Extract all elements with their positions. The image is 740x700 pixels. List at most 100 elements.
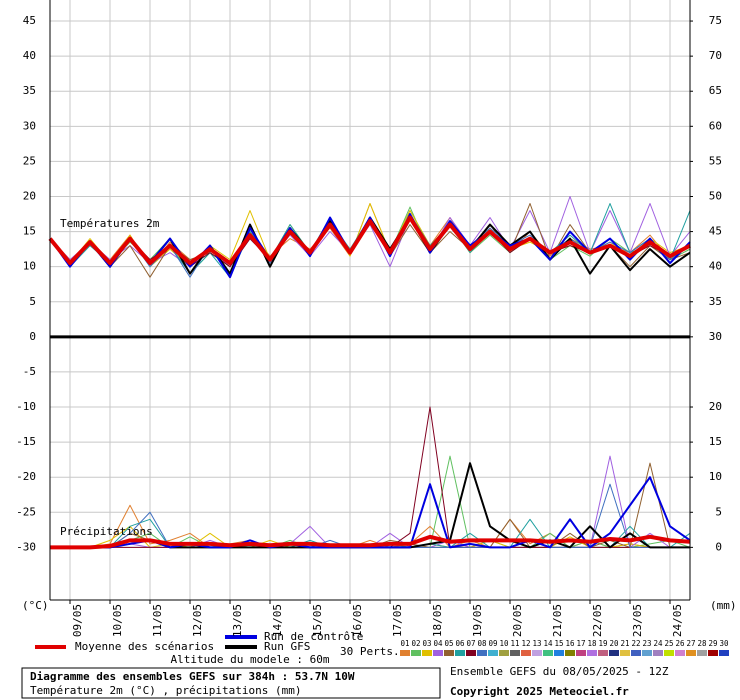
- x-tick-label: 20/05: [511, 604, 524, 637]
- y2-tick-label: 5: [715, 505, 722, 518]
- x-tick-label: 19/05: [471, 604, 484, 637]
- perturbation-swatch: [675, 650, 685, 656]
- perturbation-name: 19: [598, 639, 607, 648]
- altitude: Altitude du modele : 60m: [171, 653, 330, 666]
- perturbation-name: 02: [411, 639, 420, 648]
- perturbation-swatch: [499, 650, 509, 656]
- chart-subtitle: Température 2m (°C) , précipitations (mm…: [30, 684, 302, 697]
- title-box: [21, 667, 441, 699]
- perturbation-name: 27: [686, 639, 695, 648]
- x-tick-label: 12/05: [191, 604, 204, 637]
- perturbation-swatch: [598, 650, 608, 656]
- panel-label: Précipitations: [60, 525, 153, 538]
- y-tick-label: -15: [16, 435, 36, 448]
- y2-tick-label: 35: [709, 295, 722, 308]
- perturbation-name: 04: [433, 639, 443, 648]
- y-tick-label: 0: [29, 330, 36, 343]
- y2-tick-label: 0: [715, 540, 722, 553]
- y-tick-label: 30: [23, 119, 36, 132]
- perturbation-swatch: [477, 650, 487, 656]
- y-tick-label: 15: [23, 225, 36, 238]
- y2-tick-label: 15: [709, 435, 722, 448]
- perturbation-name: 24: [653, 639, 663, 648]
- perturbation-swatch: [686, 650, 696, 656]
- perturbation-name: 01: [400, 639, 409, 648]
- perturbation-name: 25: [664, 639, 673, 648]
- x-tick-label: 21/05: [551, 604, 564, 637]
- x-tick-label: 16/05: [351, 604, 364, 637]
- perturbation-name: 23: [642, 639, 651, 648]
- perturbation-swatch: [708, 650, 718, 656]
- x-tick-label: 17/05: [391, 604, 404, 637]
- perturbation-name: 21: [620, 639, 629, 648]
- y-tick-label: -20: [16, 470, 36, 483]
- perturbation-name: 30: [719, 639, 729, 648]
- panel-label: Températures 2m: [60, 217, 160, 230]
- x-tick-label: 22/05: [591, 604, 604, 637]
- perturbation-swatch: [411, 650, 421, 656]
- perturbation-swatch: [510, 650, 520, 656]
- perturbation-name: 29: [708, 639, 717, 648]
- perturbation-swatch: [532, 650, 542, 656]
- perturbation-legend: 01 02 03 04 05 06 07 08 09 10 11 12 13 14 15 16 17 18 19 20…: [400, 639, 729, 656]
- perturbation-name: 07: [466, 639, 475, 648]
- precipitation-line: [50, 534, 691, 550]
- perturbation-swatch: [631, 650, 641, 656]
- perturbation-name: 16: [565, 639, 575, 648]
- y2-unit: (mm): [710, 599, 737, 612]
- perturbation-swatch: [488, 650, 498, 656]
- perturbation-name: 20: [609, 639, 619, 648]
- perturbation-swatch: [521, 650, 531, 656]
- perturbation-swatch: [444, 650, 454, 656]
- perturbation-name: 10: [499, 639, 509, 648]
- y2-tick-label: 60: [709, 119, 722, 132]
- perturbation-swatch: [466, 650, 476, 656]
- legend-label: Run de contrôle: [264, 630, 363, 643]
- y2-tick-label: 40: [709, 260, 722, 273]
- perturbation-name: 22: [631, 639, 640, 648]
- y2-tick-label: 50: [709, 189, 722, 202]
- y-tick-label: 5: [29, 295, 36, 308]
- y2-tick-label: 75: [709, 14, 722, 27]
- perturbation-name: 05: [444, 639, 453, 648]
- y2-tick-label: 55: [709, 154, 722, 167]
- y-tick-label: 10: [23, 260, 36, 273]
- perturbation-name: 18: [587, 639, 597, 648]
- y-tick-label: 25: [23, 154, 36, 167]
- y-unit: (°C): [22, 599, 49, 612]
- legend-label: Run GFS: [264, 640, 310, 653]
- perturbation-swatch: [697, 650, 707, 656]
- legend-label: Moyenne des scénarios: [75, 640, 214, 653]
- perturbation-swatch: [455, 650, 465, 656]
- x-tick-label: 11/05: [151, 604, 164, 637]
- perturbation-swatch: [642, 650, 652, 656]
- y-tick-label: 20: [23, 189, 36, 202]
- chart-title: Diagramme des ensembles GEFS sur 384h : …: [30, 670, 355, 683]
- perturbation-name: 12: [521, 639, 530, 648]
- perturbation-swatch: [400, 650, 410, 656]
- y2-tick-label: 10: [709, 470, 722, 483]
- run-label: Ensemble GEFS du 08/05/2025 - 12Z: [450, 665, 669, 678]
- y2-tick-label: 20: [709, 400, 722, 413]
- perturbation-swatch: [719, 650, 729, 656]
- perturbation-swatch: [543, 650, 553, 656]
- x-tick-label: 10/05: [111, 604, 124, 637]
- x-tick-label: 13/05: [231, 604, 244, 637]
- perturbation-name: 09: [488, 639, 497, 648]
- x-tick-label: 14/05: [271, 604, 284, 637]
- y-tick-label: -30: [16, 540, 36, 553]
- perturbations-label: 30 Perts.: [340, 645, 400, 658]
- temperature-line: [48, 215, 691, 266]
- perturbation-name: 26: [675, 639, 685, 648]
- y-tick-label: -5: [23, 365, 36, 378]
- perturbation-swatch: [620, 650, 630, 656]
- y2-tick-label: 30: [709, 330, 722, 343]
- x-tick-label: 09/05: [71, 604, 84, 637]
- perturbation-name: 03: [422, 639, 431, 648]
- perturbation-swatch: [565, 650, 575, 656]
- perturbation-swatch: [653, 650, 663, 656]
- y2-tick-label: 70: [709, 49, 722, 62]
- y-tick-label: 40: [23, 49, 36, 62]
- perturbation-name: 15: [554, 639, 563, 648]
